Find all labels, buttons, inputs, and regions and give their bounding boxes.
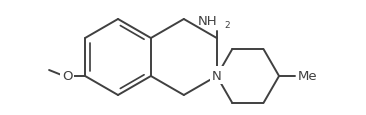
Text: N: N [212,69,221,82]
Text: 2: 2 [225,21,230,30]
Text: NH: NH [198,15,218,28]
Text: O: O [62,70,72,83]
Text: Me: Me [298,70,318,83]
